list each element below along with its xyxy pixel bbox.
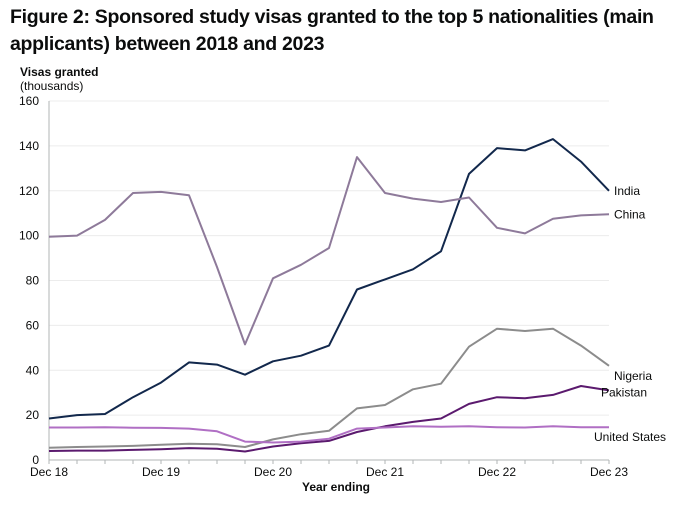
x-tick-label: Dec 23 [590,465,628,479]
axes: 0 20 40 60 80 100 120 140 160 Dec 18 Dec 19 Dec 20 D… [19,94,628,479]
series-lines [48,138,610,453]
y-tick-label: 40 [26,363,40,377]
series-label-india: India [614,184,640,198]
series-line-nigeria [48,327,610,449]
x-tick-label: Dec 19 [142,465,180,479]
y-tick-label: 20 [26,408,40,422]
y-tick-label: 80 [26,274,40,288]
y-tick-label: 140 [19,139,39,153]
x-tick-label: Dec 21 [366,465,404,479]
y-tick-label: 0 [32,453,39,467]
x-tick-label: Dec 18 [30,465,68,479]
gridlines [49,100,609,416]
y-tick-label: 60 [26,318,40,332]
y-axis-title-main: Visas granted [20,65,99,79]
x-tick-label: Dec 20 [254,465,292,479]
series-label-china: China [614,207,646,221]
series-label-pakistan: Pakistan [601,385,647,399]
y-axis-title: Visas granted (thousands) [20,65,98,93]
series-line-united-states [49,425,609,444]
series-line-india [48,138,610,420]
series-line-pakistan [48,385,610,453]
x-axis-title: Year ending [302,480,370,494]
y-tick-label: 120 [19,184,39,198]
chart-title: Figure 2: Sponsored study visas granted … [10,6,654,55]
series-label-nigeria: Nigeria [614,369,652,383]
y-tick-label: 100 [19,229,39,243]
y-axis-title-unit: (thousands) [20,79,84,93]
series-label-united-states: United States [594,430,666,444]
series-line-china [48,156,610,346]
x-tick-label: Dec 22 [478,465,516,479]
y-tick-label: 160 [19,94,39,108]
series-labels: India China Nigeria Pakistan United States [594,184,666,444]
